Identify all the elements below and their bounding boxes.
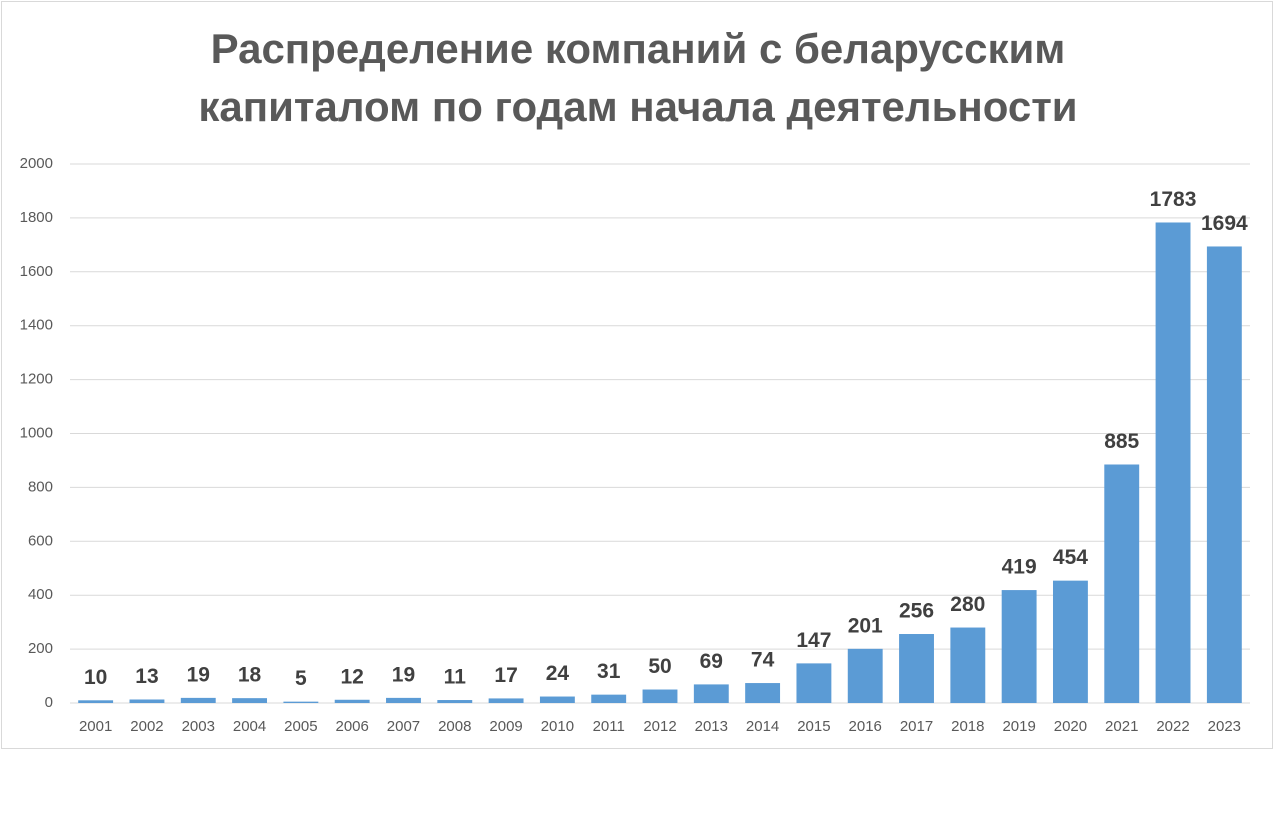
chart-title: капиталом по годам начала деятельности [198, 83, 1077, 130]
x-tick-label: 2003 [182, 718, 215, 735]
x-tick-label: 2018 [951, 718, 984, 735]
bar [693, 684, 729, 703]
y-tick-label: 1400 [20, 317, 53, 334]
x-tick-label: 2009 [489, 718, 522, 735]
x-tick-label: 2020 [1054, 718, 1087, 735]
value-label: 256 [899, 600, 934, 623]
x-tick-label: 2006 [335, 718, 368, 735]
value-label: 454 [1053, 546, 1088, 569]
bar [386, 697, 421, 703]
bar [334, 699, 370, 703]
value-label: 24 [546, 662, 570, 685]
bar [78, 700, 114, 703]
x-tick-label: 2002 [130, 718, 163, 735]
bar [539, 696, 575, 703]
value-label: 419 [1002, 556, 1037, 579]
y-tick-label: 600 [28, 532, 53, 549]
x-tick-label: 2012 [643, 718, 676, 735]
bar [232, 698, 268, 703]
value-label: 885 [1104, 430, 1139, 453]
value-label: 69 [700, 650, 723, 673]
y-tick-label: 0 [45, 694, 53, 711]
bar [1104, 464, 1140, 703]
y-tick-label: 1600 [20, 263, 53, 280]
bar [129, 699, 165, 703]
x-tick-label: 2013 [695, 718, 728, 735]
value-label: 13 [135, 665, 158, 688]
value-label: 17 [494, 664, 517, 687]
x-tick-label: 2007 [387, 718, 420, 735]
value-label: 31 [597, 660, 621, 683]
value-label: 11 [444, 666, 467, 689]
bar [642, 689, 678, 703]
value-label: 74 [751, 649, 775, 672]
value-label: 147 [796, 629, 831, 652]
x-tick-label: 2010 [541, 718, 574, 735]
bar [283, 701, 319, 703]
bar [1052, 580, 1088, 703]
y-tick-label: 400 [28, 586, 53, 603]
bar [1155, 222, 1191, 703]
bar [796, 663, 832, 703]
value-label: 201 [848, 614, 883, 637]
value-label: 50 [648, 655, 671, 678]
y-tick-label: 800 [28, 478, 53, 495]
y-tick-label: 1800 [20, 209, 53, 226]
y-tick-label: 1200 [20, 371, 53, 388]
bar [1206, 246, 1242, 704]
value-label: 280 [950, 593, 985, 616]
value-label: 1783 [1150, 188, 1197, 211]
x-tick-label: 2014 [746, 718, 779, 735]
chart-title: Распределение компаний с беларусским [211, 25, 1066, 72]
bar [745, 683, 781, 703]
bar [1001, 590, 1037, 703]
value-label: 12 [340, 665, 363, 688]
bar [899, 634, 934, 703]
value-label: 19 [392, 663, 415, 686]
bar [180, 697, 216, 703]
x-tick-label: 2022 [1156, 718, 1189, 735]
bar [437, 700, 473, 703]
x-tick-label: 2023 [1208, 718, 1241, 735]
y-tick-label: 2000 [20, 155, 53, 172]
x-tick-label: 2001 [79, 718, 112, 735]
x-tick-label: 2008 [438, 718, 471, 735]
bar [950, 627, 986, 703]
value-label: 10 [84, 666, 107, 689]
y-tick-label: 200 [28, 640, 53, 657]
y-tick-label: 1000 [20, 424, 53, 441]
x-tick-label: 2021 [1105, 718, 1138, 735]
x-tick-label: 2019 [1002, 718, 1035, 735]
bar [847, 648, 883, 703]
x-tick-label: 2017 [900, 718, 933, 735]
x-tick-label: 2015 [797, 718, 830, 735]
x-tick-label: 2016 [849, 718, 882, 735]
x-tick-label: 2004 [233, 718, 266, 735]
value-label: 1694 [1201, 212, 1248, 235]
value-label: 5 [295, 667, 307, 690]
bar [488, 698, 524, 703]
x-tick-label: 2011 [593, 718, 625, 735]
x-tick-label: 2005 [284, 718, 317, 735]
value-label: 18 [238, 664, 262, 687]
value-label: 19 [187, 663, 210, 686]
bar [591, 694, 627, 703]
